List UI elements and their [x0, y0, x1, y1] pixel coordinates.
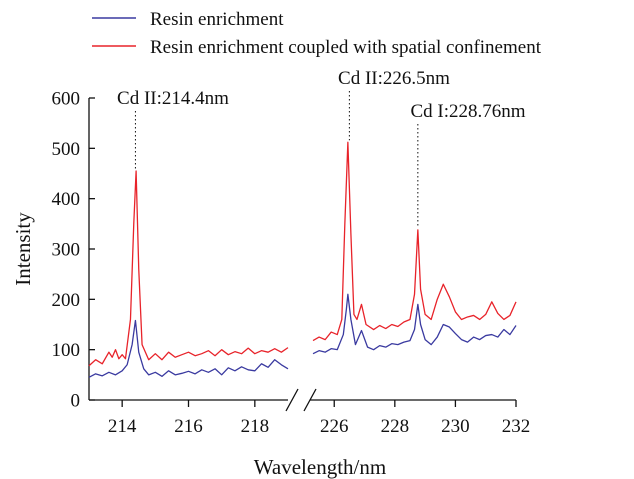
x-tick-label: 226 — [320, 416, 349, 437]
y-tick-label: 0 — [71, 391, 81, 412]
legend: Resin enrichment Resin enrichment couple… — [92, 9, 542, 58]
x-tick-label: 232 — [502, 416, 531, 437]
y-tick-label: 100 — [52, 340, 81, 361]
axes — [88, 98, 516, 412]
legend-label-spatial-confinement: Resin enrichment coupled with spatial co… — [150, 37, 542, 58]
series-line-spatial-confinement-segment-0 — [88, 170, 289, 367]
annotation-label: Cd II:226.5nm — [338, 68, 450, 89]
y-ticks: 0 100 200 300 400 500 600 — [52, 89, 95, 412]
series-layer — [88, 141, 517, 378]
axis-break-mark-left — [285, 388, 299, 412]
axis-break-mark-right — [303, 388, 317, 412]
y-tick-label: 500 — [52, 139, 81, 160]
x-axis-title: Wavelength/nm — [254, 455, 386, 479]
y-tick-label: 600 — [52, 89, 81, 110]
peak-annotations: Cd II:214.4nm Cd II:226.5nm Cd I:228.76nm — [117, 68, 526, 228]
y-tick-label: 200 — [52, 290, 81, 311]
y-tick-label: 300 — [52, 240, 81, 261]
annotation-label: Cd II:214.4nm — [117, 88, 229, 109]
y-axis-title: Intensity — [11, 212, 35, 286]
y-tick-label: 400 — [52, 189, 81, 210]
legend-label-resin-enrichment: Resin enrichment — [150, 9, 284, 30]
x-tick-label: 214 — [108, 416, 137, 437]
series-line-resin-enrichment-segment-1 — [312, 293, 517, 355]
x-ticks: 214 216 218 226 228 230 232 — [108, 400, 530, 437]
series-line-resin-enrichment-segment-0 — [88, 319, 289, 378]
series-line-spatial-confinement-segment-1 — [312, 141, 517, 342]
annotation-label: Cd I:228.76nm — [410, 101, 525, 122]
x-tick-label: 216 — [174, 416, 203, 437]
x-tick-label: 218 — [241, 416, 270, 437]
x-tick-label: 230 — [441, 416, 470, 437]
x-tick-label: 228 — [381, 416, 410, 437]
